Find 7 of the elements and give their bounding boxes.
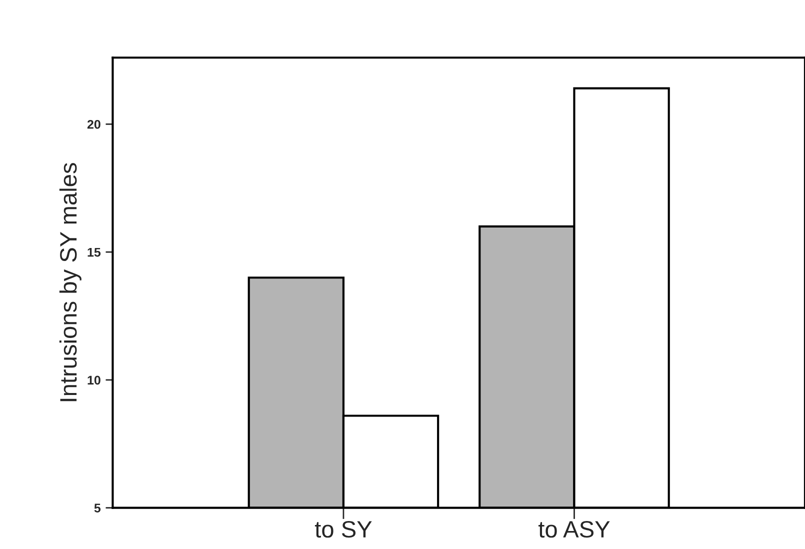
y-tick-label: 10: [88, 376, 100, 385]
x-tick-label: to ASY: [538, 520, 610, 538]
x-tick-label: to SY: [314, 520, 372, 538]
y-axis-title: Intrusions by SY males: [59, 163, 82, 402]
y-tick-label: 20: [87, 120, 100, 129]
y-tick-label: 15: [88, 248, 101, 257]
y-tick-label: 5: [94, 504, 101, 512]
